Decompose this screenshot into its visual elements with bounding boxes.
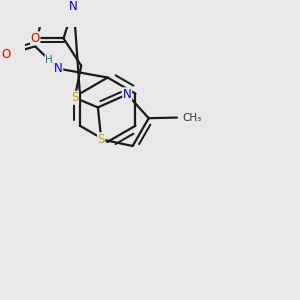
Text: N: N (69, 0, 78, 13)
Text: H: H (45, 55, 53, 65)
Text: O: O (1, 48, 10, 61)
Text: N: N (54, 62, 63, 75)
Text: N: N (123, 88, 132, 101)
Text: S: S (98, 133, 105, 146)
Text: S: S (71, 91, 79, 104)
Text: CH₃: CH₃ (182, 112, 201, 123)
Text: O: O (31, 32, 40, 45)
